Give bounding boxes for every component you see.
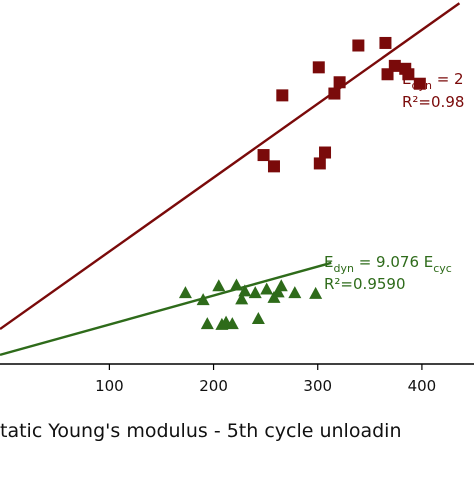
data-point bbox=[313, 157, 326, 170]
data-point bbox=[402, 68, 415, 81]
x-tick-label: 300 bbox=[303, 377, 332, 395]
fit-line-1 bbox=[0, 261, 332, 357]
data-point bbox=[379, 36, 392, 49]
data-point bbox=[178, 286, 192, 299]
data-points bbox=[178, 36, 426, 330]
x-axis-title: tatic Young's modulus - 5th cycle unload… bbox=[0, 420, 402, 442]
fit-line-0 bbox=[0, 2, 461, 331]
data-point bbox=[212, 279, 226, 292]
data-point bbox=[388, 59, 401, 72]
data-point bbox=[271, 285, 285, 298]
annotations: Edyn = 2 R²=0.98 Edyn = 9.076 Ecyc R²=0.… bbox=[324, 70, 464, 293]
data-point bbox=[225, 317, 239, 330]
green-series-equation: Edyn = 9.076 Ecyc bbox=[324, 253, 452, 275]
red-series-r2: R²=0.98 bbox=[402, 93, 464, 111]
x-tick-label: 200 bbox=[199, 377, 228, 395]
data-point bbox=[260, 282, 274, 295]
data-point bbox=[288, 286, 302, 299]
data-point bbox=[257, 149, 270, 162]
data-point bbox=[319, 146, 332, 159]
red-series-equation: Edyn = 2 bbox=[402, 70, 464, 92]
data-point bbox=[309, 286, 323, 299]
data-point bbox=[413, 77, 426, 90]
data-point bbox=[196, 293, 210, 306]
data-point bbox=[229, 278, 243, 291]
data-point bbox=[200, 317, 214, 330]
data-point bbox=[267, 160, 280, 173]
data-point bbox=[312, 61, 325, 74]
data-point bbox=[248, 286, 262, 299]
fit-lines bbox=[0, 2, 461, 357]
data-point bbox=[251, 312, 265, 324]
x-tick-label: 400 bbox=[408, 377, 437, 395]
x-ticks: 100 200 300 400 bbox=[95, 364, 436, 395]
x-tick-label: 100 bbox=[95, 377, 124, 395]
data-point bbox=[352, 39, 365, 52]
data-point bbox=[328, 87, 341, 100]
data-point bbox=[238, 284, 252, 297]
data-point bbox=[276, 89, 289, 102]
green-series-r2: R²=0.9590 bbox=[324, 275, 406, 293]
data-point bbox=[333, 76, 346, 89]
data-point bbox=[274, 279, 288, 292]
data-point bbox=[235, 292, 249, 305]
